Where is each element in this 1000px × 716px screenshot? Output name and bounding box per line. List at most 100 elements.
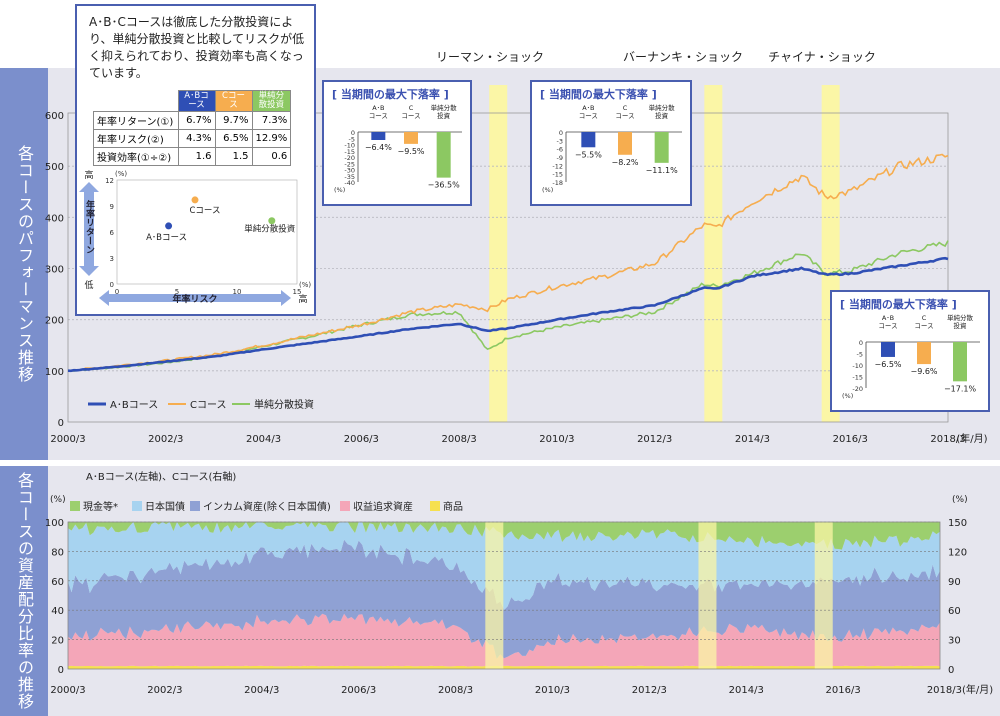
drawdown-value: −6.4% — [365, 143, 392, 152]
row-label: 年率リスク(②) — [93, 129, 179, 148]
y-tick-label: 400 — [45, 213, 64, 224]
y-tick-label: 600 — [45, 111, 64, 122]
y-tick-label: -5 — [349, 135, 355, 143]
info-text: A･B･Cコースは徹底した分散投資により、単純分散投資と比較してリスクが低く抑え… — [89, 15, 305, 80]
drawdown-chart: 0-5-10-15-20-25-30-35-40(%)−6.4%A･Bコース−9… — [334, 103, 462, 194]
cell: 12.9% — [251, 129, 292, 148]
y-tick-label: -20 — [852, 385, 863, 393]
scatter-point-label: A･Bコース — [146, 233, 187, 243]
unit-label: (%) — [542, 186, 553, 194]
stats-header-c: Cコース — [214, 90, 253, 112]
cell: 0.6 — [251, 147, 292, 166]
drawdown-box-bernanke: [ 当期間の最大下落率 ] 0 -3 -6 -9 -12 -15 -18 (%) −5.5% A･… — [530, 80, 692, 206]
bar-category-label: 単純分散 — [431, 103, 458, 112]
bar-category-label: 投資 — [954, 321, 968, 330]
cell: 6.5% — [214, 129, 253, 148]
y-arrow — [79, 182, 99, 276]
y-tick-label: -30 — [344, 167, 355, 175]
x-tick-label: 2012/3 — [632, 685, 667, 696]
row-label: 投資効率(①÷②) — [93, 147, 179, 166]
cell: 1.5 — [214, 147, 253, 166]
event-band — [698, 522, 717, 669]
legend-label: 単純分散投資 — [254, 398, 314, 411]
plot-frame — [67, 112, 949, 423]
allocation-chart: A･Bコース(左軸)、Cコース(右軸) (%) (%) 現金等* 日本国債 インカム… — [45, 470, 993, 696]
info-box: A･B･Cコースは徹底した分散投資により、単純分散投資と比較してリスクが低く抑え… — [75, 4, 316, 316]
y-tick-label: -6 — [557, 146, 563, 154]
event-band — [704, 85, 723, 422]
plot-frame — [67, 521, 941, 670]
x-tick-label: 2008/3 — [438, 685, 473, 696]
x-tick-label: 2016/3 — [826, 685, 861, 696]
stats-header-ab: A･Bコース — [177, 90, 216, 112]
bar-category-label: 単純分散 — [947, 313, 974, 322]
drawdown-value: −6.5% — [874, 360, 901, 369]
x-tick-label: 2008/3 — [442, 434, 477, 445]
low-label: 低 — [84, 279, 93, 291]
y-tick-label: 500 — [45, 162, 64, 173]
x-tick-label: 15 — [293, 288, 302, 296]
allocation-area — [68, 665, 940, 669]
drawdown-value: −8.2% — [611, 158, 638, 167]
bar-category-label: A･B — [372, 104, 384, 112]
x-tick-label: 2014/3 — [729, 685, 764, 696]
bar-category-label: 単純分散 — [649, 103, 676, 112]
left-tick-label: 20 — [51, 636, 64, 647]
bar-category-label: コース — [914, 322, 933, 330]
table-row: 投資効率(①÷②) 1.6 1.5 0.6 — [93, 147, 292, 166]
left-tick-label: 0 — [58, 665, 64, 676]
y-tick-label: 3 — [110, 255, 114, 263]
y-tick-label: -15 — [852, 374, 863, 382]
y-tick-label: 0 — [859, 339, 863, 347]
event-label: バーナンキ・ショック — [623, 50, 743, 64]
right-tick-label: 0 — [948, 665, 954, 676]
sidebar-performance-label: 各コースのパフォーマンス推移 — [15, 145, 34, 383]
right-tick-label: 60 — [948, 606, 961, 617]
drawdown-title: [ 当期間の最大下落率 ] — [332, 88, 449, 101]
x-tick-label: 5 — [175, 288, 179, 296]
x-tick-label: 2010/3 — [539, 434, 574, 445]
right-tick-label: 120 — [948, 547, 967, 558]
drawdown-box-lehman: [ 当期間の最大下落率 ] 0 -5 -10 -15 -20 -25 -30 -35 -40 (%… — [322, 80, 472, 206]
drawdown-value: −5.5% — [575, 150, 602, 159]
drawdown-bar — [953, 342, 967, 382]
y-tick-label: -35 — [344, 173, 355, 181]
sidebar-allocation: 各コースの資産配分比率の推移 — [0, 466, 48, 716]
y-tick-label: -12 — [552, 162, 563, 170]
allocation-area — [68, 522, 940, 610]
y-tick-label: -5 — [857, 351, 863, 359]
left-tick-label: 80 — [51, 547, 64, 558]
legend-label: Cコース — [190, 400, 226, 411]
legend-swatch — [340, 501, 350, 511]
x-unit-label: (年/月) — [956, 432, 987, 445]
cell: 7.3% — [251, 111, 292, 130]
x-tick-label: 2018/3(年/月) — [927, 683, 993, 696]
legend-label: 収益追求資産 — [353, 500, 413, 513]
bar-category-label: C — [922, 314, 927, 322]
scatter-point — [268, 217, 276, 225]
stats-table: A･Bコース Cコース 単純分散投資 年率リターン(①) 6.7% 9.7% 7.3%… — [93, 90, 292, 166]
drawdown-value: −36.5% — [428, 181, 461, 190]
drawdown-bar — [436, 132, 451, 178]
axis-note: A･Bコース(左軸)、Cコース(右軸) — [86, 470, 236, 483]
allocation-area — [68, 522, 940, 550]
scatter-point-label: Cコース — [189, 206, 220, 216]
sidebar-performance: 各コースのパフォーマンス推移 — [0, 68, 48, 460]
bar-category-label: A･B — [882, 314, 894, 322]
event-label: チャイナ・ショック — [768, 50, 876, 64]
right-tick-label: 90 — [948, 577, 961, 588]
legend-swatch — [132, 501, 142, 511]
x-tick-label: 2004/3 — [246, 434, 281, 445]
drawdown-title: [ 当期間の最大下落率 ] — [540, 88, 657, 101]
cell: 9.7% — [214, 111, 253, 130]
y-tick-label: 6 — [110, 229, 115, 237]
y-tick-label: -10 — [344, 142, 355, 150]
cell: 4.3% — [177, 129, 216, 148]
legend-swatch — [70, 501, 80, 511]
y-tick-label: -3 — [557, 137, 563, 145]
x-tick-label: 2002/3 — [147, 685, 182, 696]
unit-label: (%) — [842, 392, 853, 400]
legend-label: A･Bコース — [110, 400, 158, 411]
drawdown-chart: 0-5-10-15-20(%)−6.5%A･Bコース−9.6%Cコース−17.1… — [842, 313, 980, 400]
legend-label: 日本国債 — [145, 500, 185, 513]
